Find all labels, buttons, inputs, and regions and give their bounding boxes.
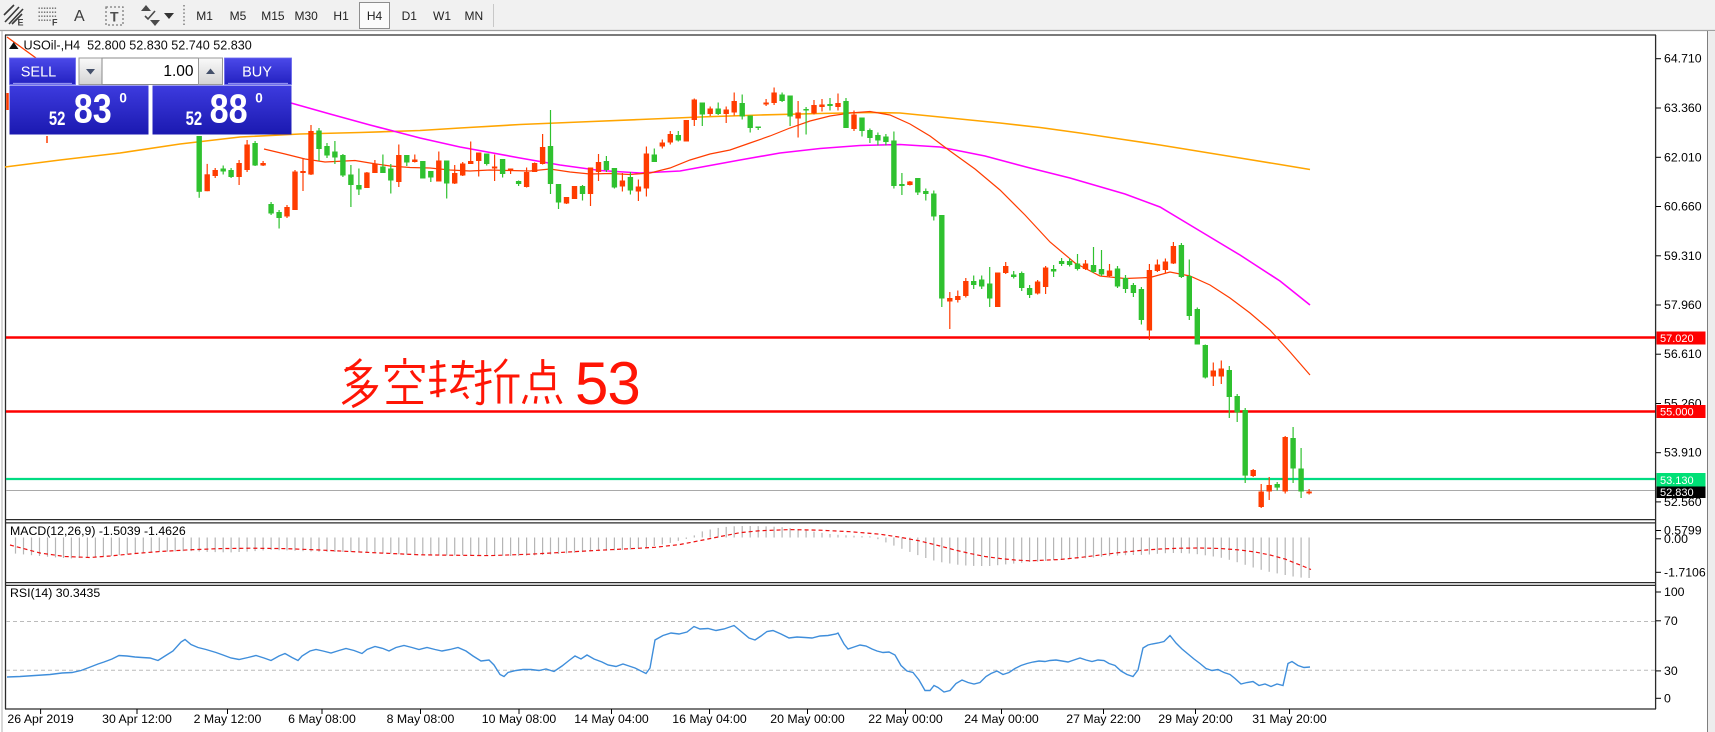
svg-text:62.010: 62.010 bbox=[1664, 150, 1702, 164]
svg-text:H1: H1 bbox=[333, 9, 349, 23]
svg-text:16 May 04:00: 16 May 04:00 bbox=[672, 712, 747, 726]
svg-text:T: T bbox=[110, 9, 119, 25]
svg-text:57.020: 57.020 bbox=[1660, 333, 1694, 345]
svg-text:26 Apr 2019: 26 Apr 2019 bbox=[7, 712, 73, 726]
svg-text:0: 0 bbox=[119, 91, 127, 106]
svg-text:55.000: 55.000 bbox=[1660, 407, 1694, 419]
svg-text:D1: D1 bbox=[402, 9, 418, 23]
svg-text:52.830: 52.830 bbox=[1660, 487, 1694, 499]
svg-text:24 May 00:00: 24 May 00:00 bbox=[964, 712, 1039, 726]
svg-text:70: 70 bbox=[1664, 614, 1678, 628]
svg-text:30: 30 bbox=[1664, 664, 1678, 678]
svg-text:2 May 12:00: 2 May 12:00 bbox=[194, 712, 262, 726]
svg-text:M30: M30 bbox=[295, 9, 319, 23]
svg-text:0: 0 bbox=[1664, 691, 1671, 705]
svg-text:H4: H4 bbox=[367, 9, 383, 23]
svg-text:31 May 20:00: 31 May 20:00 bbox=[1252, 712, 1327, 726]
svg-text:14 May 04:00: 14 May 04:00 bbox=[574, 712, 649, 726]
svg-text:A: A bbox=[74, 8, 85, 25]
svg-text:30 Apr 12:00: 30 Apr 12:00 bbox=[102, 712, 172, 726]
svg-text:0.00: 0.00 bbox=[1664, 532, 1688, 546]
svg-text:SELL: SELL bbox=[21, 65, 56, 81]
svg-text:88: 88 bbox=[210, 86, 248, 132]
svg-text:10 May 08:00: 10 May 08:00 bbox=[482, 712, 557, 726]
svg-text:BUY: BUY bbox=[242, 65, 272, 81]
svg-text:56.610: 56.610 bbox=[1664, 347, 1702, 361]
svg-text:100: 100 bbox=[1664, 585, 1685, 599]
svg-text:USOil-,H4 52.800 52.830 52.74: USOil-,H4 52.800 52.830 52.740 52.830 bbox=[24, 39, 252, 53]
svg-text:52.560: 52.560 bbox=[1664, 495, 1702, 509]
svg-text:RSI(14) 30.3435: RSI(14) 30.3435 bbox=[10, 586, 100, 600]
svg-text:59.310: 59.310 bbox=[1664, 249, 1702, 263]
svg-text:M15: M15 bbox=[261, 9, 285, 23]
svg-text:60.660: 60.660 bbox=[1664, 200, 1702, 214]
svg-text:53.910: 53.910 bbox=[1664, 446, 1702, 460]
svg-text:64.710: 64.710 bbox=[1664, 52, 1702, 66]
svg-text:52: 52 bbox=[186, 109, 203, 130]
svg-text:22 May 00:00: 22 May 00:00 bbox=[868, 712, 943, 726]
svg-text:52: 52 bbox=[49, 109, 66, 130]
svg-text:27 May 22:00: 27 May 22:00 bbox=[1066, 712, 1141, 726]
svg-text:57.960: 57.960 bbox=[1664, 298, 1702, 312]
svg-text:F: F bbox=[52, 18, 58, 28]
svg-text:MN: MN bbox=[464, 9, 483, 23]
svg-text:W1: W1 bbox=[433, 9, 451, 23]
svg-text:-1.7106: -1.7106 bbox=[1664, 565, 1706, 579]
svg-text:53.130: 53.130 bbox=[1660, 475, 1694, 487]
svg-text:53: 53 bbox=[575, 350, 640, 417]
svg-text:0.5799: 0.5799 bbox=[1664, 524, 1702, 538]
svg-text:0: 0 bbox=[255, 91, 263, 106]
svg-text:29 May 20:00: 29 May 20:00 bbox=[1158, 712, 1233, 726]
svg-text:M1: M1 bbox=[196, 9, 213, 23]
svg-text:6 May 08:00: 6 May 08:00 bbox=[288, 712, 356, 726]
svg-text:E: E bbox=[18, 18, 24, 28]
svg-text:83: 83 bbox=[74, 86, 112, 132]
svg-text:1.00: 1.00 bbox=[163, 63, 194, 80]
svg-text:8 May 08:00: 8 May 08:00 bbox=[387, 712, 455, 726]
svg-text:MACD(12,26,9) -1.5039 -1.4626: MACD(12,26,9) -1.5039 -1.4626 bbox=[10, 524, 186, 538]
svg-text:20 May 00:00: 20 May 00:00 bbox=[770, 712, 845, 726]
svg-text:63.360: 63.360 bbox=[1664, 101, 1702, 115]
svg-text:M5: M5 bbox=[230, 9, 247, 23]
